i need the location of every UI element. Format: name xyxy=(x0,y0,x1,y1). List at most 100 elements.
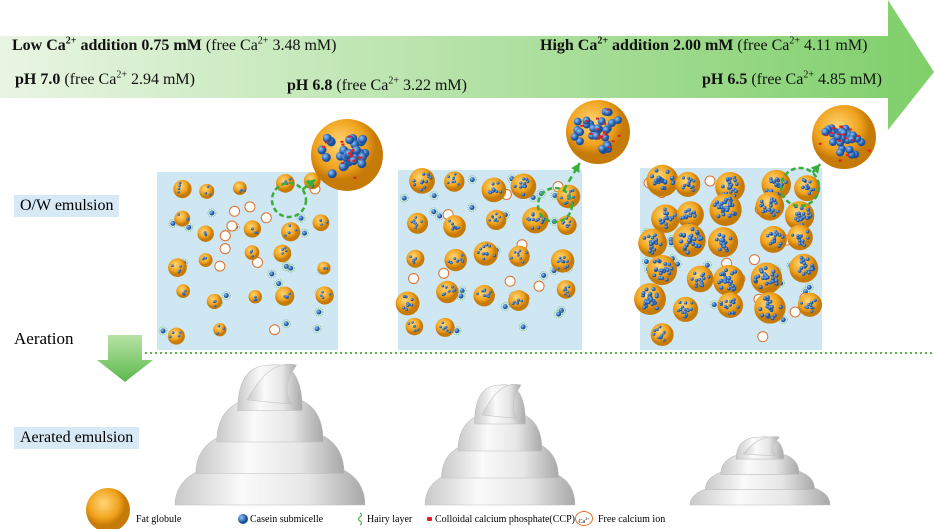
casein xyxy=(806,257,810,261)
casein xyxy=(488,245,491,248)
casein xyxy=(670,267,674,271)
casein xyxy=(517,254,520,257)
text: pH 6.5 xyxy=(702,71,747,88)
casein xyxy=(764,266,768,270)
calcium-ion xyxy=(230,206,240,216)
casein xyxy=(678,301,681,304)
casein xyxy=(687,183,690,186)
casein xyxy=(655,306,659,310)
casein xyxy=(487,295,490,298)
fat-globule xyxy=(199,253,213,267)
text: pH 6.8 xyxy=(287,77,332,94)
casein xyxy=(649,242,653,246)
casein xyxy=(182,292,185,295)
casein xyxy=(323,267,326,270)
casein xyxy=(688,208,691,211)
casein xyxy=(326,221,329,224)
casein xyxy=(319,219,322,222)
casein xyxy=(719,279,723,283)
casein xyxy=(482,257,485,260)
casein xyxy=(643,236,647,240)
casein xyxy=(513,301,516,304)
casein xyxy=(412,260,415,263)
casein xyxy=(563,289,566,292)
casein xyxy=(774,183,778,187)
ccp xyxy=(837,133,840,135)
ccp xyxy=(596,128,599,130)
casein xyxy=(572,196,575,199)
casein xyxy=(522,193,525,196)
casein xyxy=(653,248,657,252)
casein xyxy=(759,285,763,289)
casein xyxy=(495,218,498,221)
casein xyxy=(798,239,801,242)
fat-globule xyxy=(213,323,226,336)
casein xyxy=(728,203,732,207)
casein xyxy=(721,212,725,216)
ccp xyxy=(839,160,842,162)
casein xyxy=(523,182,526,185)
ccp xyxy=(618,135,621,137)
casein xyxy=(807,271,811,275)
casein xyxy=(655,238,659,242)
calcium-ion xyxy=(220,231,230,241)
ccp xyxy=(590,133,593,135)
casein xyxy=(289,178,292,181)
casein xyxy=(685,215,688,218)
casein xyxy=(451,286,454,289)
casein xyxy=(557,260,560,263)
casein xyxy=(700,274,703,277)
casein xyxy=(251,228,254,231)
casein xyxy=(161,328,166,333)
casein xyxy=(652,287,656,291)
ph-label: pH 6.8 (free Ca2+ 3.22 mM) xyxy=(287,77,467,95)
casein xyxy=(692,211,695,214)
casein xyxy=(453,289,456,292)
sup: 2+ xyxy=(116,70,127,81)
casein xyxy=(443,292,446,295)
casein xyxy=(663,208,667,212)
casein xyxy=(729,280,733,284)
casein xyxy=(482,245,485,248)
casein xyxy=(687,309,690,312)
casein xyxy=(470,177,475,182)
casein xyxy=(525,251,528,254)
ccp xyxy=(601,135,604,137)
casein xyxy=(540,221,543,224)
casein xyxy=(453,257,456,260)
casein xyxy=(814,299,817,302)
casein xyxy=(808,180,811,183)
casein xyxy=(315,326,320,331)
casein xyxy=(542,218,545,221)
casein xyxy=(251,255,254,258)
casein xyxy=(798,269,802,273)
calcium-ion xyxy=(227,221,237,231)
casein xyxy=(568,224,571,227)
casein xyxy=(169,335,172,338)
casein xyxy=(687,239,691,243)
casein xyxy=(406,304,409,307)
casein xyxy=(653,329,656,332)
ccp xyxy=(341,162,344,164)
casein xyxy=(723,280,727,284)
casein xyxy=(663,332,666,335)
casein xyxy=(563,202,566,205)
casein xyxy=(321,291,324,294)
casein xyxy=(214,300,217,303)
casein xyxy=(414,226,417,229)
text: addition 0.75 mM xyxy=(76,37,201,54)
casein xyxy=(693,272,696,275)
legend-ccp xyxy=(427,517,432,521)
casein xyxy=(715,238,719,242)
casein xyxy=(302,231,307,236)
casein xyxy=(461,260,464,263)
casein xyxy=(846,146,854,154)
casein xyxy=(409,255,412,258)
casein xyxy=(728,197,732,201)
legend-fat xyxy=(86,488,130,529)
casein xyxy=(761,203,765,207)
casein xyxy=(517,252,520,255)
casein xyxy=(450,262,453,265)
casein xyxy=(806,236,809,239)
casein xyxy=(690,301,693,304)
